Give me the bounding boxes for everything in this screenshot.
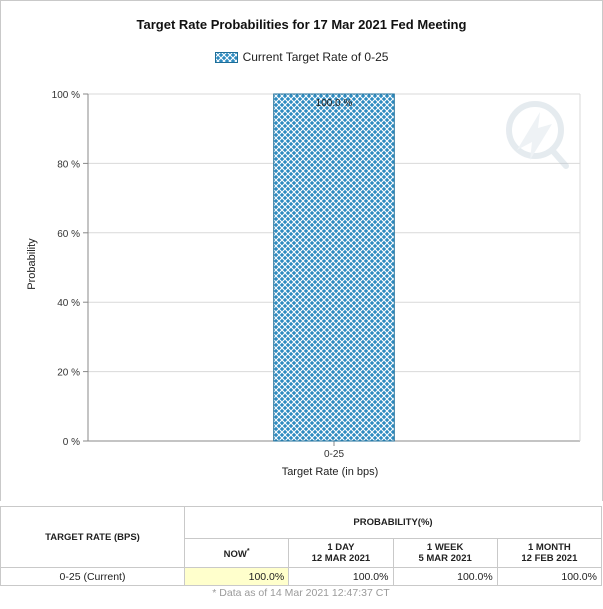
footnote: * Data as of 14 Mar 2021 12:47:37 CT [212, 587, 390, 599]
y-tick-label: 0 % [63, 437, 80, 448]
x-axis-label: Target Rate (in bps) [281, 466, 379, 478]
table-row: 0-25 (Current) 100.0% 100.0% 100.0% 100.… [0, 567, 603, 586]
watermark-logo-icon [506, 101, 569, 169]
plot-area: 0 % 20 % 40 % 60 % 80 % 100 % 0-25 100.0 % [52, 90, 581, 460]
rate-cell: 0-25 (Current) [0, 567, 185, 586]
one-day-cell: 100.0% [288, 567, 394, 586]
legend-swatch [214, 51, 238, 63]
legend-label: Current Target Rate of 0-25 [242, 50, 389, 64]
x-tick-label: 0-25 [324, 449, 344, 460]
y-tick-label: 100 % [52, 90, 80, 101]
column-header-now: NOW* [183, 538, 290, 568]
rate-column-header: TARGET RATE (BPS) [0, 506, 185, 568]
y-tick-label: 40 % [57, 298, 80, 309]
y-tick-label: 20 % [57, 368, 80, 379]
bar-data-label: 100.0 % [316, 98, 353, 109]
one-month-cell: 100.0% [496, 567, 603, 586]
y-tick-label: 80 % [57, 159, 80, 170]
probability-header: PROBABILITY(%) [184, 506, 602, 539]
probability-table: TARGET RATE (BPS) PROBABILITY(%) NOW* 1 … [0, 506, 603, 600]
column-header-1-day: 1 DAY 12 MAR 2021 [288, 538, 394, 568]
now-cell: 100.0% [183, 567, 290, 586]
column-header-1-week: 1 WEEK 5 MAR 2021 [392, 538, 498, 568]
column-header-1-month: 1 MONTH 12 FEB 2021 [496, 538, 603, 568]
y-tick-label: 60 % [57, 229, 80, 240]
chart-legend: Current Target Rate of 0-25 [0, 50, 603, 64]
one-week-cell: 100.0% [392, 567, 498, 586]
bar [273, 93, 395, 442]
chart-title: Target Rate Probabilities for 17 Mar 202… [136, 17, 467, 32]
